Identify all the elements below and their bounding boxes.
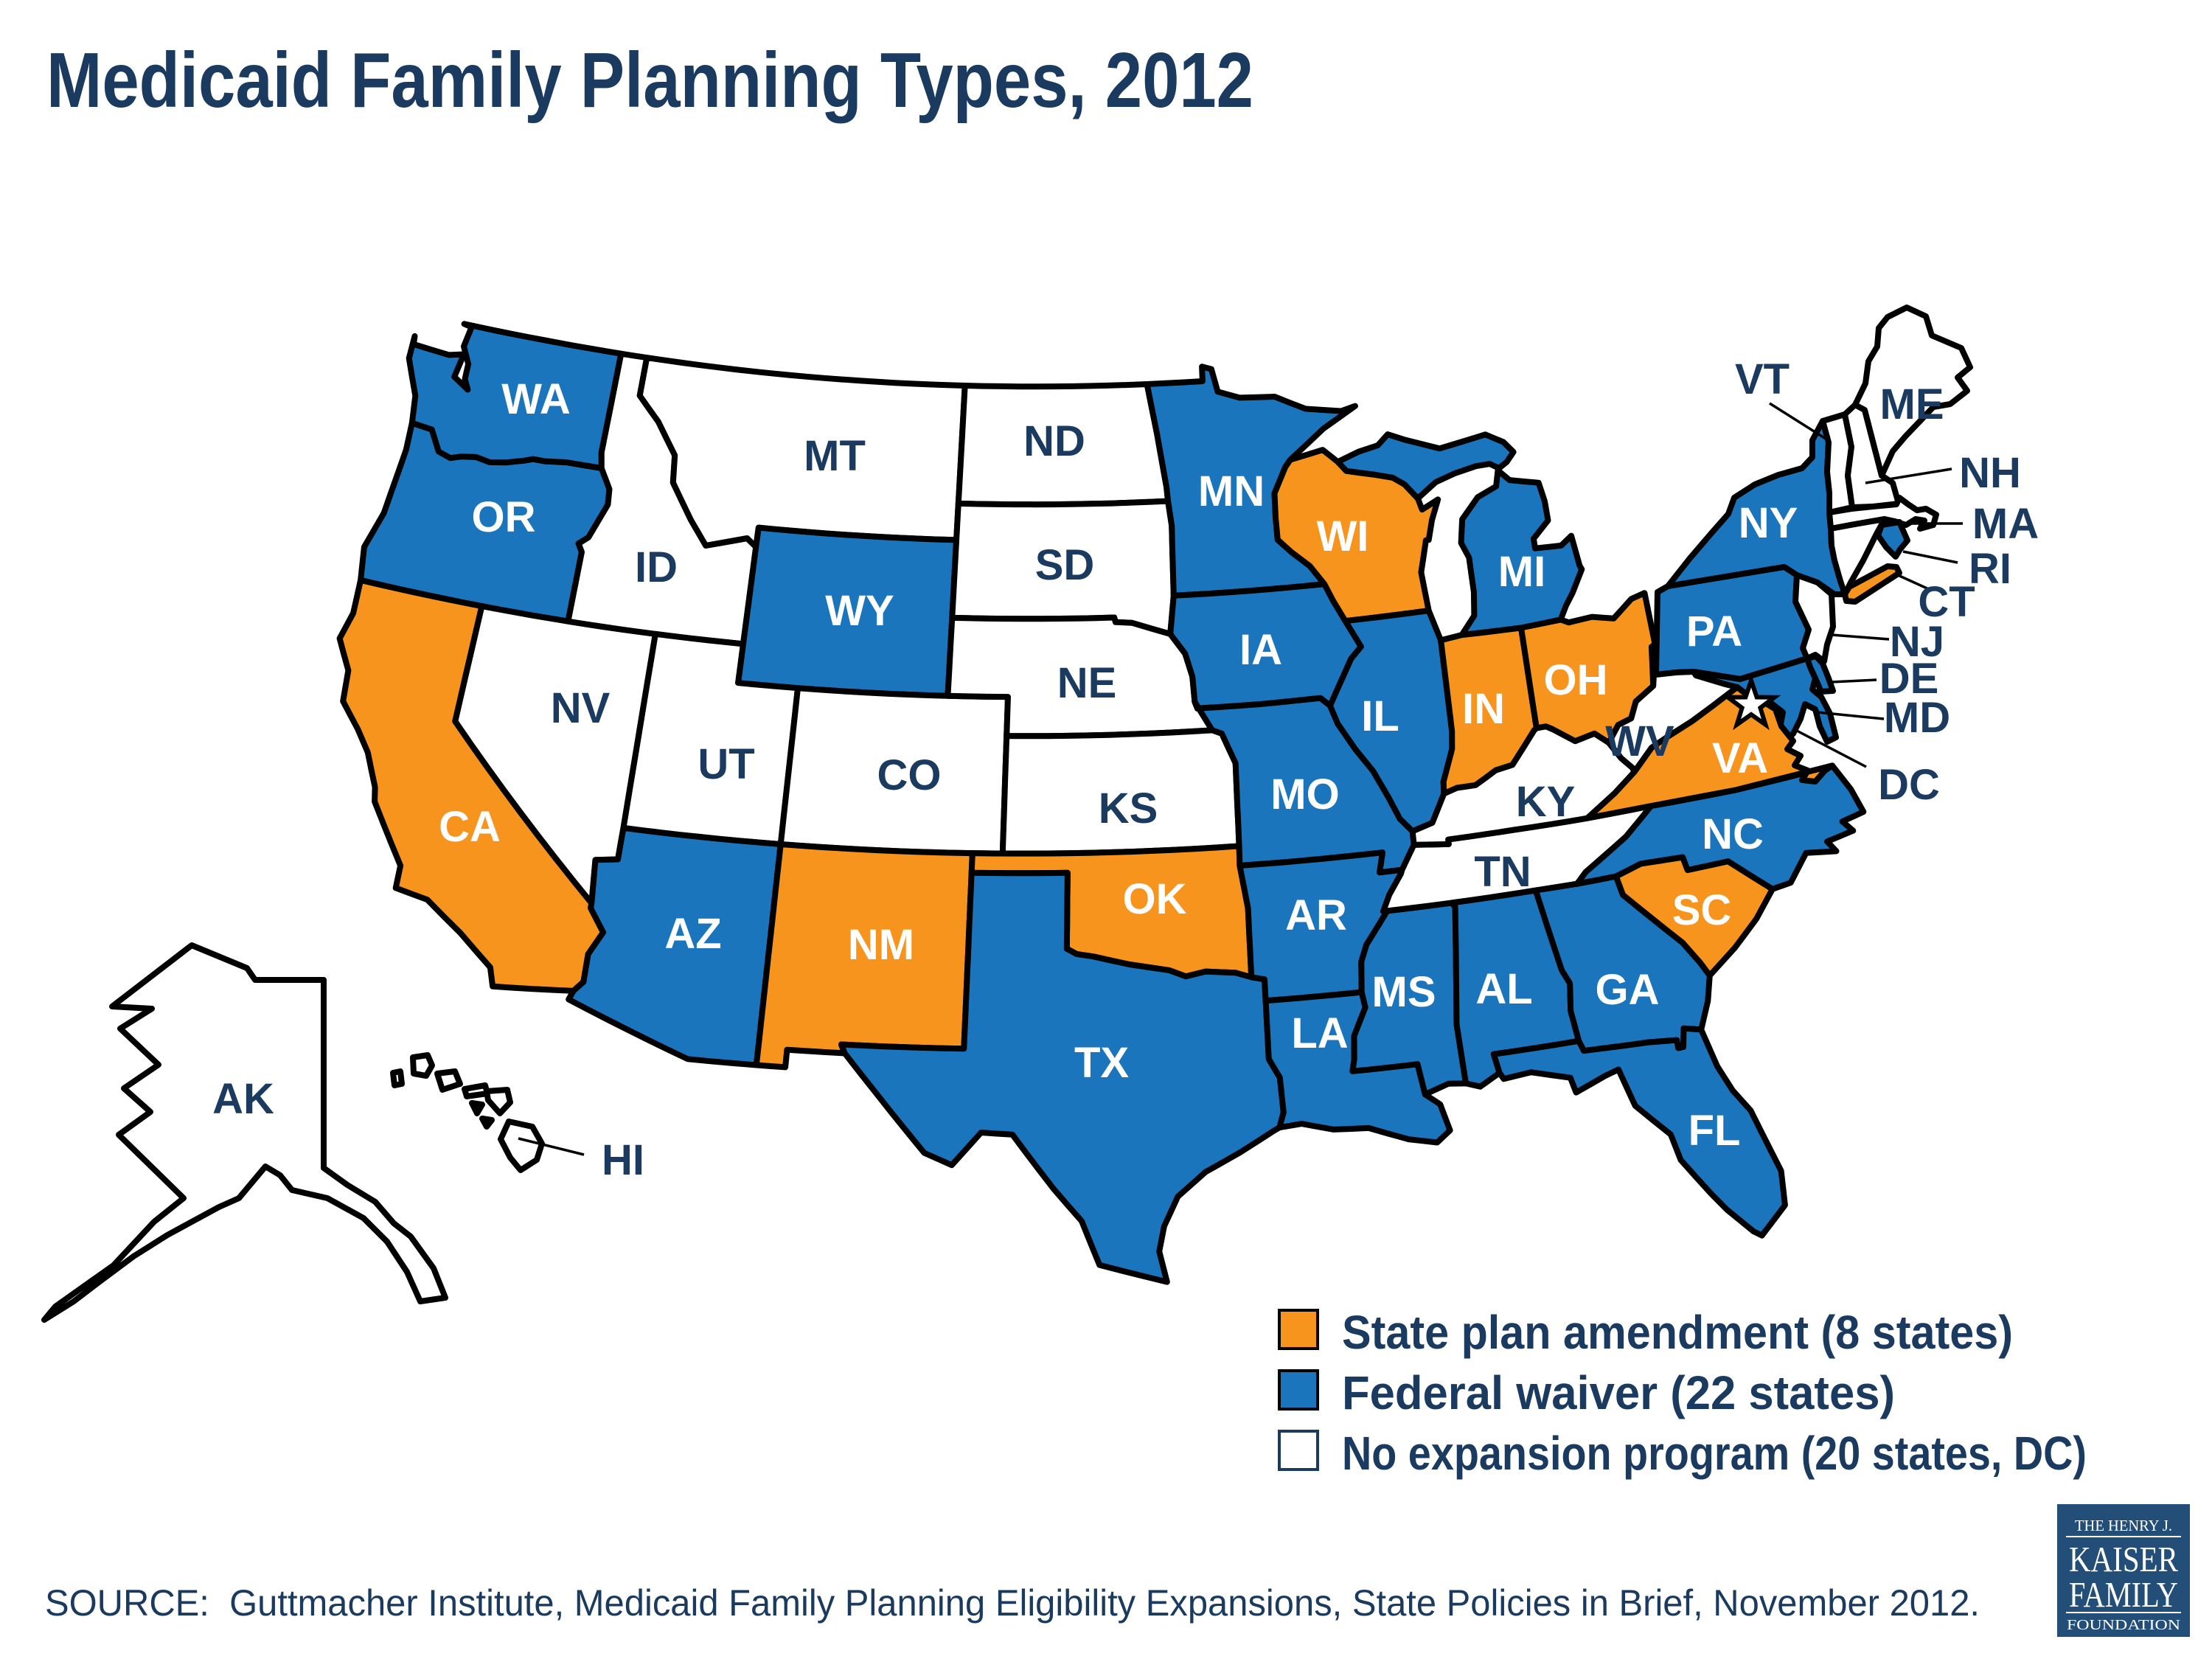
svg-text:THE HENRY J.: THE HENRY J.	[2075, 1517, 2172, 1534]
svg-text:MN: MN	[1198, 467, 1265, 515]
svg-text:MD: MD	[1884, 694, 1950, 742]
svg-text:WY: WY	[825, 587, 894, 635]
svg-text:Medicaid Family Planning Types: Medicaid Family Planning Types, 2012	[46, 37, 1253, 124]
svg-text:KAISER: KAISER	[2069, 1539, 2178, 1579]
svg-text:OH: OH	[1544, 656, 1608, 704]
svg-text:CA: CA	[439, 803, 501, 851]
svg-text:OR: OR	[472, 493, 536, 541]
svg-text:IA: IA	[1239, 626, 1282, 674]
svg-text:WV: WV	[1605, 717, 1674, 765]
svg-text:KY: KY	[1516, 778, 1576, 826]
svg-text:IN: IN	[1462, 685, 1505, 733]
svg-text:Federal waiver (22 states): Federal waiver (22 states)	[1342, 1366, 1895, 1419]
svg-text:UT: UT	[698, 740, 754, 788]
svg-text:AR: AR	[1285, 891, 1347, 939]
svg-text:SC: SC	[1672, 886, 1732, 934]
svg-text:VT: VT	[1735, 355, 1790, 403]
svg-text:MS: MS	[1372, 968, 1436, 1016]
svg-text:ID: ID	[635, 543, 678, 591]
svg-text:AZ: AZ	[664, 910, 721, 958]
svg-text:TX: TX	[1074, 1039, 1129, 1087]
svg-text:NV: NV	[551, 684, 611, 732]
svg-text:TN: TN	[1474, 848, 1531, 896]
svg-text:RI: RI	[1969, 545, 2011, 593]
svg-text:DE: DE	[1879, 655, 1939, 703]
svg-text:CO: CO	[877, 751, 942, 799]
svg-text:GA: GA	[1596, 966, 1660, 1014]
svg-text:PA: PA	[1686, 608, 1742, 655]
svg-text:NJ: NJ	[1890, 618, 1944, 666]
svg-text:MI: MI	[1498, 548, 1545, 596]
svg-text:HI: HI	[602, 1136, 644, 1184]
svg-text:VA: VA	[1712, 734, 1768, 782]
svg-text:KS: KS	[1099, 785, 1158, 832]
svg-text:NY: NY	[1739, 499, 1798, 547]
svg-text:SD: SD	[1035, 541, 1095, 589]
svg-text:FAMILY: FAMILY	[2069, 1574, 2178, 1615]
svg-text:CT: CT	[1918, 578, 1975, 626]
svg-text:NM: NM	[848, 921, 914, 969]
svg-text:NE: NE	[1057, 659, 1117, 707]
svg-text:MO: MO	[1270, 771, 1339, 818]
svg-text:State plan amendment (8 states: State plan amendment (8 states)	[1342, 1306, 2013, 1359]
svg-text:NH: NH	[1959, 449, 2021, 497]
svg-text:WI: WI	[1317, 512, 1369, 560]
svg-text:ND: ND	[1023, 417, 1085, 465]
svg-text:SOURCE: Guttmacher Institute,: SOURCE: Guttmacher Institute, Medicaid F…	[45, 1582, 1980, 1624]
svg-text:FOUNDATION: FOUNDATION	[2067, 1617, 2180, 1633]
svg-text:NC: NC	[1702, 810, 1764, 858]
svg-text:ME: ME	[1880, 380, 1944, 428]
svg-text:FL: FL	[1688, 1107, 1741, 1155]
svg-text:No expansion program (20 state: No expansion program (20 states, DC)	[1342, 1427, 2087, 1480]
svg-text:OK: OK	[1123, 875, 1187, 923]
svg-text:WA: WA	[501, 375, 570, 423]
svg-text:IL: IL	[1361, 692, 1399, 740]
svg-text:LA: LA	[1291, 1009, 1348, 1057]
svg-text:AK: AK	[212, 1075, 274, 1123]
svg-text:AL: AL	[1475, 965, 1532, 1013]
svg-text:MA: MA	[1972, 500, 2039, 548]
svg-text:DC: DC	[1878, 761, 1940, 809]
svg-text:MT: MT	[804, 432, 866, 480]
